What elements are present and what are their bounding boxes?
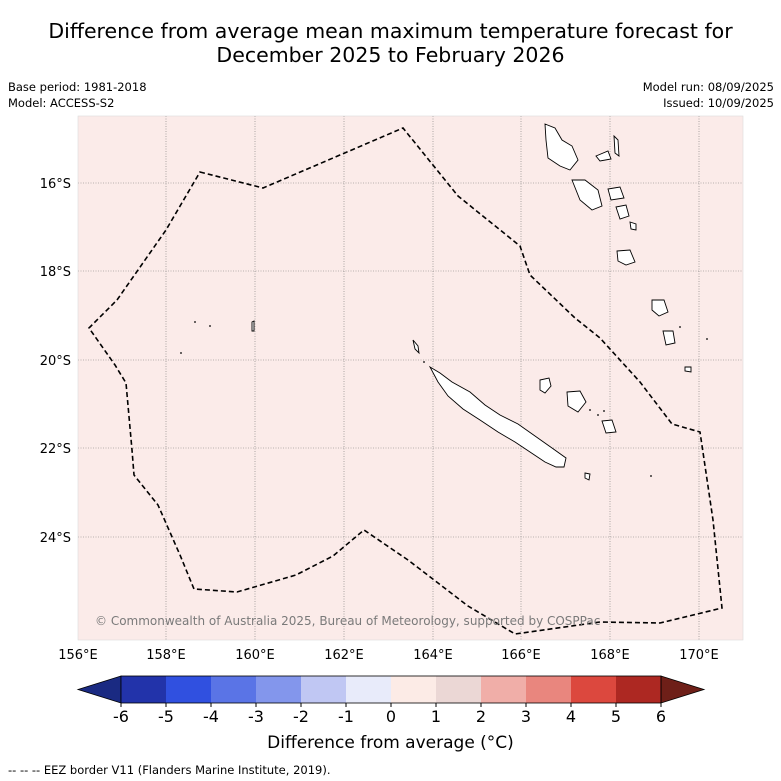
colorbar-tick-label: -5	[158, 707, 174, 726]
loyalty-ouvea	[539, 377, 552, 394]
colorbar-segment	[211, 676, 256, 703]
vanuatu-islet-c	[629, 221, 637, 231]
colorbar-segment	[616, 676, 661, 703]
model-run: Model run: 08/09/2025	[642, 80, 774, 94]
colorbar-tick-label: -4	[203, 707, 219, 726]
lon-label-168e: 168°E	[590, 648, 630, 663]
graticule	[78, 116, 743, 640]
lon-label-170e: 170°E	[679, 648, 719, 663]
tanna	[662, 330, 676, 346]
maewo	[613, 134, 620, 157]
colorbar-segment	[391, 676, 436, 703]
colorbar-segment	[526, 676, 571, 703]
coastlines	[251, 123, 692, 481]
model-name: Model: ACCESS-S2	[8, 96, 115, 110]
west-islet	[251, 320, 255, 332]
colorbar-tick-label: 5	[611, 707, 621, 726]
colorbar-tick-label: 1	[431, 707, 441, 726]
eez-border	[87, 127, 723, 635]
base-period: Base period: 1981-2018	[8, 80, 147, 94]
colorbar-tick-label: -6	[113, 707, 129, 726]
title-line-1: Difference from average mean maximum tem…	[48, 19, 733, 43]
lat-label-18s: 18°S	[40, 265, 71, 280]
colorbar-segment	[571, 676, 616, 703]
lat-label-20s: 20°S	[40, 354, 71, 369]
colorbar-tick-label: -2	[293, 707, 309, 726]
colorbar-extend-low	[76, 675, 122, 704]
copyright-notice: © Commonwealth of Australia 2025, Bureau…	[95, 614, 600, 628]
loyalty-lifou	[566, 390, 587, 413]
lon-label-156e: 156°E	[58, 648, 98, 663]
vanuatu-islet-a	[595, 150, 612, 162]
title-line-2: December 2025 to February 2026	[216, 43, 565, 67]
colorbar-segment	[301, 676, 346, 703]
colorbar-tick-label: 6	[656, 707, 666, 726]
vanuatu-islet-b	[615, 204, 630, 220]
pentecost	[607, 186, 625, 201]
meta-right: Model run: 08/09/2025 Issued: 10/09/2025	[643, 79, 774, 111]
lon-label-166e: 166°E	[501, 648, 541, 663]
lat-label-16s: 16°S	[40, 177, 71, 192]
colorbar-ticks: -6 -5 -4 -3 -2 -1 0 1 2 3 4 5 6	[113, 703, 666, 726]
malekula	[571, 179, 603, 211]
colorbar	[76, 675, 706, 704]
small-islets	[180, 321, 708, 477]
erromango	[651, 299, 669, 317]
efate	[616, 249, 636, 266]
colorbar-tick-label: 2	[476, 707, 486, 726]
eez-footnote: -- -- -- EEZ border V11 (Flanders Marine…	[8, 763, 331, 777]
colorbar-tick-label: 4	[566, 707, 576, 726]
colorbar-label: Difference from average (°C)	[267, 733, 514, 753]
lon-label-162e: 162°E	[324, 648, 364, 663]
meta-left: Base period: 1981-2018 Model: ACCESS-S2	[8, 79, 147, 111]
colorbar-segment	[346, 676, 391, 703]
new-caledonia-island	[428, 365, 567, 468]
chart-title: Difference from average mean maximum tem…	[0, 19, 781, 67]
lon-label-158e: 158°E	[146, 648, 186, 663]
colorbar-extend-high	[660, 675, 706, 704]
colorbar-tick-label: -1	[338, 707, 354, 726]
lon-label-164e: 164°E	[413, 648, 453, 663]
isle-of-pines	[584, 472, 591, 481]
map-frame	[77, 115, 744, 641]
colorbar-tick-label: 3	[521, 707, 531, 726]
colorbar-segment	[256, 676, 301, 703]
loyalty-mare	[601, 419, 617, 434]
colorbar-tick-label: 0	[386, 707, 396, 726]
map-area	[78, 116, 743, 640]
colorbar-segment	[481, 676, 526, 703]
aneityum	[684, 366, 692, 373]
lat-label-22s: 22°S	[40, 442, 71, 457]
colorbar-segment	[436, 676, 481, 703]
belep-islands	[412, 339, 420, 355]
lat-label-24s: 24°S	[40, 531, 71, 546]
colorbar-tick-label: -3	[248, 707, 264, 726]
issued-date: Issued: 10/09/2025	[663, 96, 774, 110]
lon-label-160e: 160°E	[235, 648, 275, 663]
espiritu-santo	[544, 123, 579, 171]
colorbar-segment	[121, 676, 166, 703]
colorbar-segment	[166, 676, 211, 703]
